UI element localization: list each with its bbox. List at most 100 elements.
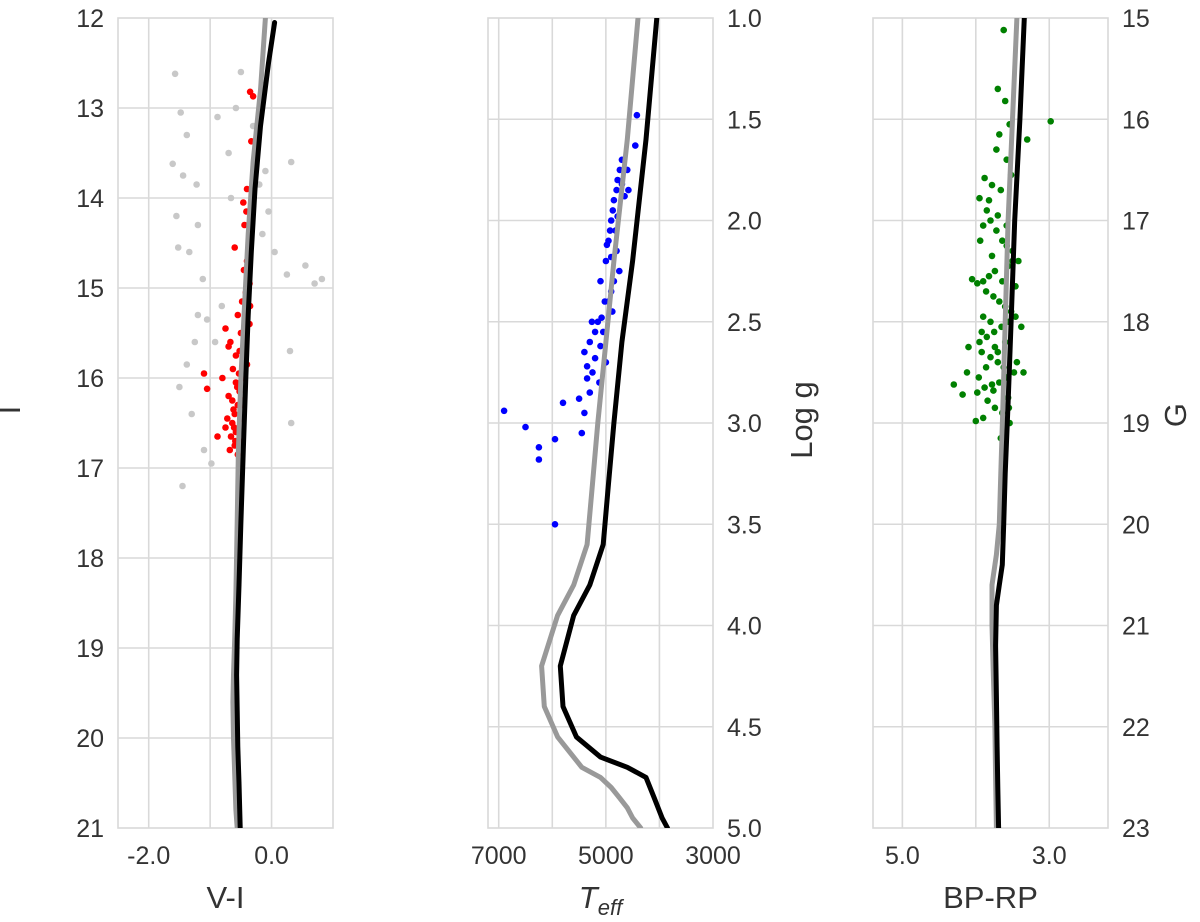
data-point — [991, 343, 999, 351]
line-isochrone-gray — [539, 18, 644, 828]
data-point — [559, 399, 567, 407]
data-point — [591, 354, 599, 362]
data-point — [603, 241, 611, 249]
data-point — [987, 318, 994, 326]
x-axis-label: BP-RP — [943, 880, 1038, 915]
data-point — [191, 338, 199, 346]
data-point — [179, 172, 187, 179]
data-point — [610, 196, 618, 204]
y-tick-label: 18 — [1122, 309, 1150, 337]
data-point — [287, 419, 295, 427]
data-point — [996, 131, 1003, 138]
data-point — [589, 369, 596, 376]
y-tick-label: 3.5 — [727, 511, 762, 539]
data-point — [996, 379, 1003, 386]
y-tick-label: 21 — [76, 815, 104, 843]
data-point — [226, 446, 234, 454]
data-point — [984, 397, 991, 405]
plot-area — [950, 18, 1054, 828]
data-point — [169, 160, 176, 168]
data-point — [302, 262, 309, 269]
series-spectroscopic-stars — [500, 111, 641, 528]
data-point — [265, 208, 272, 215]
data-point — [311, 280, 318, 287]
x-tick-label: -2.0 — [127, 842, 170, 870]
data-point — [987, 217, 994, 224]
plot-area — [169, 18, 326, 828]
y-tick-label: 2.5 — [727, 309, 762, 337]
data-point — [581, 409, 588, 417]
x-tick-label: 5.0 — [885, 842, 920, 870]
data-point — [200, 446, 208, 454]
data-point — [203, 316, 211, 323]
y-tick-label: 16 — [76, 365, 104, 393]
data-point — [1012, 313, 1019, 321]
y-tick-label: 15 — [1122, 5, 1150, 33]
line-isochrone-black — [557, 18, 670, 828]
data-point — [1018, 323, 1025, 331]
data-point — [200, 370, 208, 377]
data-point — [241, 221, 248, 229]
data-point — [171, 70, 179, 78]
line-isochrone-gray — [230, 18, 268, 828]
data-point — [993, 227, 1000, 234]
data-point — [959, 391, 966, 398]
axes-frame — [487, 17, 714, 829]
x-tick-label: 3.0 — [1032, 842, 1067, 870]
y-tick-label: 16 — [1122, 106, 1150, 134]
data-point — [1001, 97, 1009, 105]
data-point — [983, 333, 991, 341]
data-point — [988, 181, 996, 189]
data-point — [614, 176, 621, 184]
data-point — [990, 387, 997, 394]
data-point — [1023, 136, 1031, 143]
data-point — [194, 221, 202, 229]
line-isochrone-black — [234, 20, 278, 828]
data-point — [979, 222, 987, 229]
data-point — [983, 207, 991, 214]
data-point — [230, 424, 238, 431]
data-point — [601, 298, 609, 305]
data-point — [586, 338, 594, 346]
data-point — [219, 374, 226, 382]
data-point — [994, 212, 1002, 219]
data-point — [318, 275, 326, 283]
data-point — [993, 146, 1000, 153]
data-point — [535, 444, 543, 451]
data-point — [1015, 257, 1022, 265]
data-point — [581, 348, 588, 356]
y-tick-label: 14 — [76, 185, 104, 213]
x-tick-label: 3000 — [685, 842, 741, 870]
data-point — [208, 460, 215, 467]
x-tick-label: 7000 — [471, 842, 527, 870]
panel-left-cmd: -2.0 0.0 12 13 14 15 16 17 18 19 20 21 V-I I — [0, 5, 334, 915]
axes-frame — [117, 17, 334, 829]
data-point — [990, 328, 998, 336]
data-point — [633, 111, 641, 119]
data-point — [979, 414, 987, 422]
y-tick-label: 12 — [76, 5, 104, 33]
data-point — [974, 389, 981, 396]
data-point — [183, 361, 191, 368]
data-point — [978, 328, 985, 336]
data-point — [979, 278, 987, 285]
data-point — [232, 352, 240, 359]
data-point — [183, 131, 191, 139]
data-point — [1010, 369, 1018, 376]
data-point — [972, 417, 980, 425]
data-point — [982, 288, 990, 295]
data-point — [214, 113, 221, 121]
x-tick-label: 0.0 — [254, 842, 289, 870]
data-point — [231, 244, 238, 251]
y-axis-label: Log g — [784, 381, 819, 459]
data-point — [535, 456, 543, 463]
data-point — [602, 257, 610, 265]
data-point — [987, 353, 994, 361]
data-point — [968, 275, 976, 283]
data-point — [583, 375, 591, 382]
y-tick-label: 17 — [76, 455, 104, 483]
data-point — [583, 363, 591, 370]
data-point — [177, 109, 184, 116]
data-point — [597, 342, 604, 350]
